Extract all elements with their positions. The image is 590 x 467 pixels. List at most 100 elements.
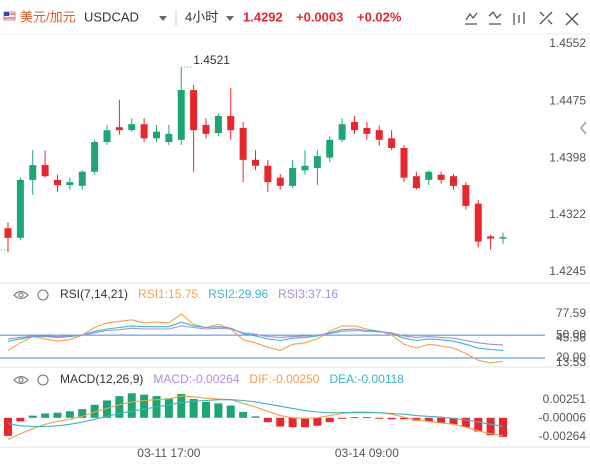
macd-bar: [437, 417, 446, 423]
macd-bar: [103, 400, 111, 418]
y-tick-label: 1.4475: [549, 93, 586, 107]
settings-icon[interactable]: [37, 374, 49, 386]
interval[interactable]: 4小时: [185, 9, 218, 24]
visibility-icon[interactable]: [13, 375, 29, 385]
symbol-name[interactable]: 美元/加元: [20, 9, 76, 24]
candle-body: [177, 90, 185, 140]
macd-bar: [375, 417, 384, 419]
macd-bar: [350, 417, 359, 419]
macd-bar: [78, 409, 87, 418]
macd-bar: [239, 412, 248, 418]
candle-body: [29, 165, 37, 180]
macd-bar: [115, 396, 124, 418]
candle-body: [227, 116, 235, 131]
macd-bar: [412, 417, 421, 421]
y-tick-label: 1.4398: [549, 151, 586, 165]
y-tick-label: 1.4245: [549, 264, 586, 278]
series-line: [7, 399, 504, 428]
macd-bar: [226, 405, 235, 418]
candle-body: [103, 130, 111, 143]
macd-bar: [4, 417, 12, 436]
macd-bar: [202, 401, 210, 418]
candle-body: [338, 124, 346, 140]
macd-bar: [424, 417, 433, 422]
candle-body: [425, 171, 433, 180]
collapse-arrow[interactable]: [580, 121, 587, 135]
candle-body: [326, 139, 334, 158]
candle-body: [66, 182, 74, 186]
candle-body: [289, 168, 297, 186]
macd-bar: [288, 417, 297, 428]
macd-bar: [263, 417, 272, 423]
candle-body: [264, 165, 272, 183]
macd-bar: [189, 399, 198, 418]
series-line: [7, 395, 504, 440]
candle-body: [450, 176, 457, 186]
candle-body: [375, 130, 383, 140]
drawing-tool-icon[interactable]: [465, 12, 478, 25]
indicator-icon[interactable]: [488, 10, 502, 25]
change-percent: +0.02%: [357, 9, 402, 24]
macd-bar: [28, 415, 37, 418]
macd-bar: [449, 417, 458, 425]
y-tick-label: 50.00: [556, 327, 586, 341]
candle-body: [499, 237, 507, 239]
candle-body: [91, 142, 99, 172]
macd-bar: [90, 404, 99, 418]
candle-body: [474, 203, 482, 242]
indicator-title: RSI(7,14,21): [60, 287, 128, 301]
candle-body: [140, 124, 148, 139]
macd-bar: [338, 417, 347, 419]
series-line: [7, 313, 504, 364]
y-tick-label: 77.59: [556, 306, 586, 320]
candle-body: [252, 159, 259, 166]
settings-icon[interactable]: [37, 289, 49, 301]
candle-body: [214, 116, 222, 134]
candle-body: [313, 156, 321, 169]
max-label: 1.4521: [193, 53, 230, 67]
macd-bar: [164, 398, 173, 418]
candle-body: [16, 179, 24, 238]
fullscreen-icon[interactable]: [539, 11, 553, 25]
candle-body: [41, 165, 49, 177]
series-line: [7, 325, 504, 346]
macd-bar: [251, 416, 260, 418]
candle-body: [487, 236, 495, 239]
macd-bar: [461, 417, 470, 428]
candle-body: [437, 174, 445, 180]
macd-bar: [177, 393, 186, 418]
y-tick-label: 0.00251: [543, 392, 587, 406]
visibility-icon[interactable]: [13, 290, 29, 300]
macd-bar: [65, 411, 74, 418]
macd-bar: [499, 417, 507, 437]
macd-bar: [400, 417, 408, 420]
candle-body: [165, 133, 173, 143]
candle-body: [115, 127, 123, 131]
chart-type-icon[interactable]: [513, 12, 525, 25]
candle-body: [54, 179, 61, 186]
macd-bar: [214, 403, 223, 418]
macd-bar: [16, 417, 25, 422]
macd-bar: [53, 412, 62, 418]
symbol-code[interactable]: USDCAD: [84, 9, 139, 24]
legend-entry: RSI1:15.75: [138, 287, 198, 301]
candle-body: [78, 171, 86, 186]
macd-bar: [301, 417, 309, 428]
candle-body: [128, 124, 136, 131]
macd-bar: [313, 417, 322, 426]
y-tick-label: 13.53: [556, 355, 586, 369]
candle-body: [351, 121, 358, 131]
macd-bar: [486, 417, 495, 436]
macd-bar: [474, 417, 483, 432]
candle-body: [412, 176, 420, 189]
close-icon[interactable]: [565, 12, 579, 26]
symbol-dropdown[interactable]: [159, 16, 167, 21]
x-tick-label: 03-14 09:00: [335, 446, 399, 460]
candle-body: [239, 127, 247, 160]
legend-entry: DEA:-0.00118: [329, 372, 404, 386]
candle-body: [400, 147, 408, 178]
price: 1.4292: [243, 9, 283, 24]
interval-dropdown[interactable]: [226, 16, 234, 21]
candle-body: [190, 90, 198, 131]
